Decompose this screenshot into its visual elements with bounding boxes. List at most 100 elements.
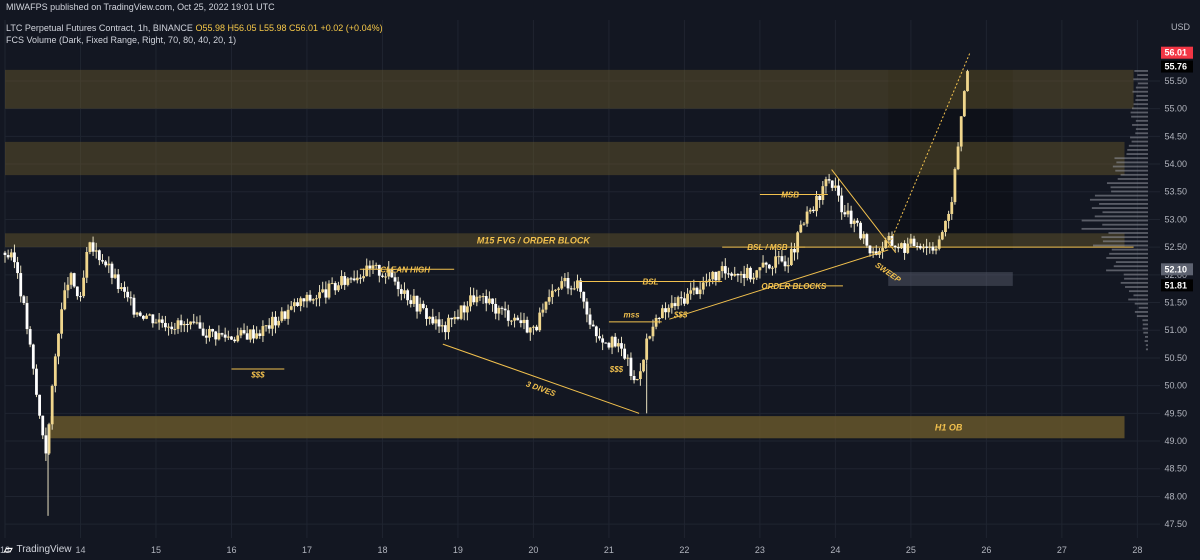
volume-bar [1126, 153, 1148, 155]
candle-body [478, 296, 482, 298]
candle-body [642, 359, 645, 372]
candle-body [896, 247, 900, 249]
volume-bar [1142, 327, 1148, 330]
candle-body [789, 248, 793, 266]
annotation-label: CLEAN HIGH [380, 265, 430, 274]
candle-body [176, 320, 180, 329]
candles [3, 69, 969, 516]
y-tick-label: 50.00 [1164, 381, 1187, 391]
sweep-box [888, 272, 1013, 286]
candle-body [739, 273, 743, 276]
candle-body [443, 325, 447, 333]
candle-body [69, 273, 73, 285]
volume-bar [1132, 107, 1148, 110]
candle-body [893, 245, 897, 248]
candle-body [91, 242, 95, 252]
candle-body [585, 301, 589, 315]
volume-bar [1124, 277, 1148, 280]
candle-body [186, 323, 189, 325]
candle-body [497, 307, 501, 314]
candle-body [321, 289, 325, 293]
candle-body [245, 333, 249, 340]
volume-bar [1102, 223, 1148, 226]
candle-body [749, 267, 752, 280]
candle-body [233, 339, 237, 342]
candle-body [903, 243, 906, 253]
candle-body [79, 296, 82, 298]
annotation-label: mss [624, 311, 641, 320]
candle-body [815, 195, 818, 212]
candle-body [516, 317, 520, 321]
candle-body [148, 314, 152, 316]
candle-body [160, 319, 164, 323]
volume-bar [1089, 198, 1148, 201]
candle-body [101, 260, 104, 262]
candle-body [956, 146, 960, 170]
candle-body [912, 238, 916, 247]
candle-body [189, 321, 192, 325]
candle-body [940, 232, 944, 240]
tradingview-watermark: ▱ TradingView [4, 543, 72, 556]
candle-body [16, 262, 19, 274]
candle-body [500, 307, 504, 309]
candle-body [151, 314, 155, 324]
candle-body [217, 333, 221, 340]
candle-body [132, 297, 136, 315]
candle-body [717, 271, 721, 281]
candle-body [796, 232, 800, 253]
candle-body [481, 296, 485, 298]
candle-body [343, 276, 347, 285]
candle-body [371, 265, 375, 269]
candle-body [6, 255, 10, 258]
y-tick-label: 54.50 [1164, 131, 1187, 141]
candle-body [13, 252, 16, 263]
volume-bar [1135, 128, 1148, 131]
candle-body [730, 273, 733, 276]
candle-body [349, 278, 353, 280]
candle-body [802, 223, 806, 225]
candle-body [620, 343, 623, 349]
volume-bar [1111, 190, 1148, 193]
candle-body [337, 285, 340, 291]
x-tick-label: 19 [453, 545, 463, 555]
x-tick-label: 17 [302, 545, 312, 555]
candle-body [258, 333, 262, 336]
candle-body [560, 281, 564, 289]
candle-body [909, 238, 913, 244]
candle-body [510, 320, 513, 322]
candle-body [242, 330, 246, 334]
tradingview-label: TradingView [16, 544, 72, 555]
candle-body [66, 284, 70, 291]
candle-body [88, 242, 92, 252]
candle-body [840, 195, 844, 213]
candle-body [484, 296, 488, 304]
candle-body [871, 251, 875, 254]
candle-body [355, 277, 359, 281]
volume-bar [1106, 269, 1148, 272]
candle-body [396, 281, 400, 290]
candle-body [708, 279, 711, 281]
y-tick-label: 54.00 [1164, 159, 1187, 169]
x-tick-label: 14 [75, 545, 85, 555]
candle-body [220, 333, 224, 335]
candle-body [94, 250, 98, 252]
candle-body [755, 270, 759, 278]
volume-bar [1123, 273, 1148, 276]
candle-body [41, 415, 45, 436]
candle-body [695, 287, 699, 295]
volume-profile [1081, 70, 1148, 351]
price-marker-box [1161, 263, 1193, 276]
candle-body [494, 303, 498, 314]
candle-body [673, 303, 677, 307]
candle-body [623, 348, 627, 359]
volume-bar [1135, 132, 1148, 135]
candle-body [170, 326, 174, 330]
candle-body [569, 288, 573, 290]
candle-body [248, 329, 252, 340]
candle-body [852, 220, 856, 224]
volume-bar [1132, 124, 1148, 126]
candle-body [359, 277, 362, 279]
volume-bar [1135, 99, 1148, 101]
candle-body [226, 336, 230, 338]
